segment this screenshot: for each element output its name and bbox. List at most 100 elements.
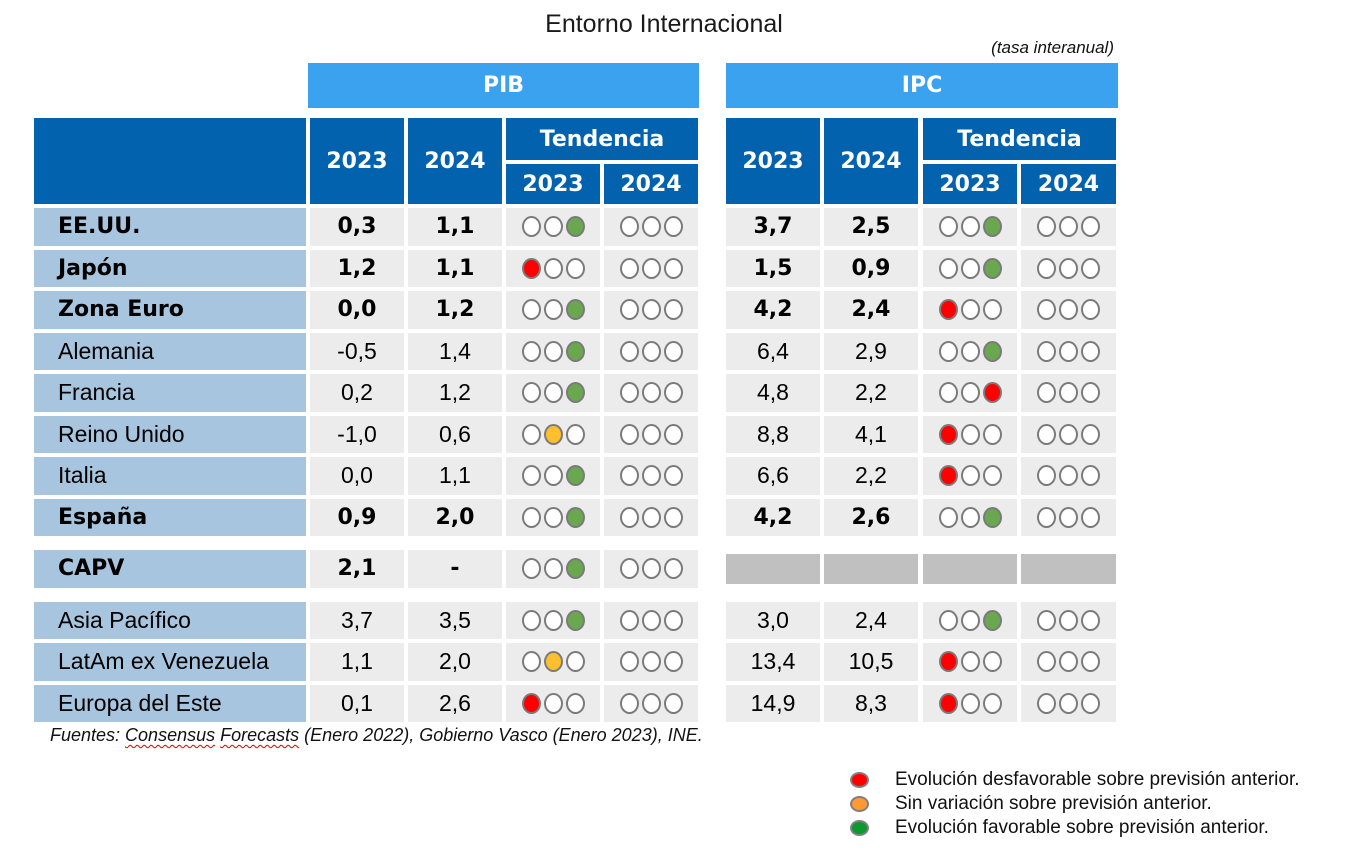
ipc-2023-value: 3,0	[726, 601, 820, 639]
green-dot-icon	[982, 506, 1002, 528]
empty-dot-icon	[960, 692, 980, 714]
trend-indicator	[938, 382, 1002, 404]
empty-dot-icon	[521, 465, 541, 487]
empty-dot-icon	[641, 299, 661, 321]
empty-dot-icon	[619, 423, 639, 445]
empty-dot-icon	[521, 299, 541, 321]
pib-trend-2024	[604, 601, 698, 639]
empty-dot-icon	[543, 506, 563, 528]
ipc-trend-2023	[923, 684, 1017, 722]
legend-label: Evolución favorable sobre previsión ante…	[895, 817, 1269, 838]
empty-dot-icon	[1081, 257, 1100, 279]
empty-dot-icon	[543, 692, 563, 714]
empty-dot-icon	[521, 340, 541, 362]
empty-dot-icon	[1037, 299, 1056, 321]
trend-indicator	[521, 216, 585, 238]
trend-indicator	[1037, 651, 1100, 673]
empty-dot-icon	[1081, 506, 1100, 528]
empty-dot-icon	[641, 558, 661, 580]
pib-2023-value: -0,5	[310, 332, 404, 370]
empty-dot-icon	[982, 465, 1002, 487]
empty-dot-icon	[938, 506, 958, 528]
header-blank	[34, 118, 306, 204]
empty-dot-icon	[1037, 216, 1056, 238]
pib-header-tendencia: Tendencia	[506, 118, 698, 160]
empty-dot-icon	[960, 609, 980, 631]
empty-dot-icon	[641, 423, 661, 445]
trend-indicator	[521, 465, 585, 487]
pib-trend-2024	[604, 415, 698, 453]
ipc-header-tendencia: Tendencia	[923, 118, 1116, 160]
empty-dot-icon	[960, 423, 980, 445]
empty-dot-icon	[982, 299, 1002, 321]
pib-trend-2024	[604, 374, 698, 412]
green-dot-icon	[565, 340, 585, 362]
trend-indicator	[938, 299, 1002, 321]
green-dot-icon	[850, 820, 869, 836]
legend-label: Evolución desfavorable sobre previsión a…	[895, 769, 1300, 790]
ipc-2023-value: 6,6	[726, 457, 820, 495]
pib-header-trend-2024: 2024	[604, 164, 698, 204]
empty-dot-icon	[641, 340, 661, 362]
empty-dot-icon	[1059, 299, 1078, 321]
trend-indicator	[521, 558, 585, 580]
empty-dot-icon	[521, 382, 541, 404]
empty-dot-icon	[641, 465, 661, 487]
empty-dot-icon	[663, 558, 683, 580]
row-name: Alemania	[34, 332, 306, 370]
trend-indicator	[521, 257, 585, 279]
empty-dot-icon	[663, 340, 683, 362]
ipc-trend-2024	[1021, 374, 1116, 412]
row-name: LatAm ex Venezuela	[34, 643, 306, 681]
empty-dot-icon	[960, 382, 980, 404]
pib-trend-2024	[604, 291, 698, 329]
trend-indicator	[938, 216, 1002, 238]
trend-indicator	[619, 423, 683, 445]
trend-indicator	[938, 423, 1002, 445]
empty-dot-icon	[938, 609, 958, 631]
pib-2024-value: 0,6	[408, 415, 502, 453]
empty-dot-icon	[543, 609, 563, 631]
trend-indicator	[938, 692, 1002, 714]
ipc-trend-2024	[1021, 601, 1116, 639]
ipc-2023-value: 4,2	[726, 291, 820, 329]
ipc-not-available	[824, 554, 918, 584]
pib-2024-value: 2,6	[408, 684, 502, 722]
trend-indicator	[619, 340, 683, 362]
ipc-not-available	[923, 554, 1017, 584]
ipc-not-available	[726, 554, 820, 584]
empty-dot-icon	[641, 692, 661, 714]
pib-trend-2023	[506, 457, 600, 495]
pib-trend-2023	[506, 498, 600, 536]
ipc-2024-value: 2,6	[824, 498, 918, 536]
pib-trend-2023	[506, 332, 600, 370]
trend-indicator	[938, 465, 1002, 487]
units-note: (tasa interanual)	[991, 38, 1114, 57]
empty-dot-icon	[521, 651, 541, 673]
ipc-trend-2023	[923, 498, 1017, 536]
empty-dot-icon	[1037, 257, 1056, 279]
red-dot-icon	[850, 772, 869, 788]
row-name: EE.UU.	[34, 208, 306, 246]
empty-dot-icon	[619, 216, 639, 238]
empty-dot-icon	[543, 257, 563, 279]
source-prefix: Fuentes:	[50, 725, 126, 745]
row-name: Europa del Este	[34, 684, 306, 722]
ipc-2023-value: 4,8	[726, 374, 820, 412]
empty-dot-icon	[663, 651, 683, 673]
green-dot-icon	[565, 465, 585, 487]
empty-dot-icon	[960, 651, 980, 673]
trend-indicator	[1037, 340, 1100, 362]
green-dot-icon	[565, 382, 585, 404]
ipc-2024-value: 2,5	[824, 208, 918, 246]
row-name: CAPV	[34, 550, 306, 588]
empty-dot-icon	[521, 423, 541, 445]
pib-2023-value: 0,0	[310, 457, 404, 495]
trend-indicator	[521, 651, 585, 673]
pib-2023-value: 1,1	[310, 643, 404, 681]
empty-dot-icon	[663, 609, 683, 631]
pib-header-2023: 2023	[310, 118, 404, 204]
ipc-header-2023: 2023	[726, 118, 820, 204]
trend-indicator	[619, 382, 683, 404]
empty-dot-icon	[619, 651, 639, 673]
